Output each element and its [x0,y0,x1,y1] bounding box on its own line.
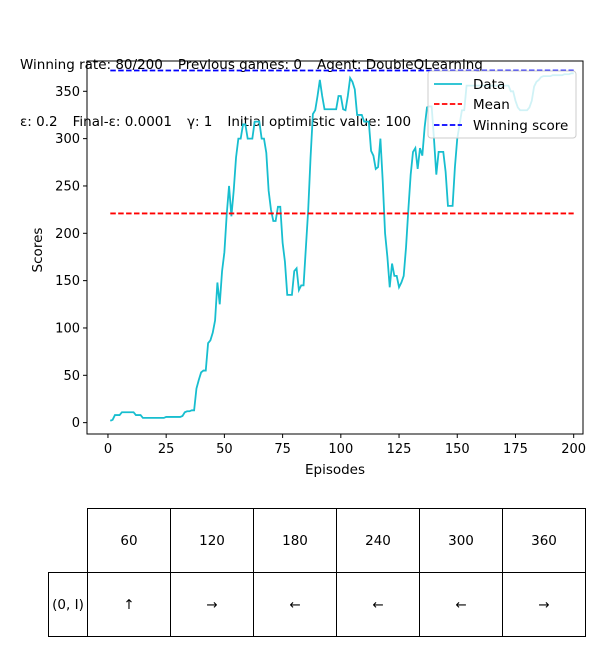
action-cell: → [502,572,586,637]
policy-header-row: 60 120 180 240 300 360 [49,508,586,573]
y-axis-ticks: 0 50 100 150 200 250 300 350 [55,85,87,431]
x-tick-label: 150 [445,442,470,457]
action-cell: → [170,572,254,637]
y-tick-label: 150 [55,274,80,289]
table-row: (0, I) ↑ → ← ← ← → [48,572,586,637]
column-header: 240 [336,508,420,573]
legend-winning-label: Winning score [473,118,568,134]
y-axis-label: Scores [30,228,46,273]
y-tick-label: 50 [63,369,80,384]
x-tick-label: 0 [104,442,112,457]
x-tick-label: 25 [158,442,175,457]
y-tick-label: 200 [55,227,80,242]
column-header: 60 [87,508,171,573]
final-epsilon-value: Final-ε: 0.0001 [72,114,172,130]
x-tick-label: 175 [503,442,528,457]
run-info-line-2: ε: 0.2 Final-ε: 0.0001 γ: 1 Initial optimis… [20,113,498,132]
action-cell: ↑ [87,572,171,637]
table-corner [49,509,88,573]
legend-data-label: Data [473,77,505,93]
x-axis-label: Episodes [305,462,365,478]
y-tick-label: 300 [55,132,80,147]
action-cell: ← [336,572,420,637]
column-header: 300 [419,508,503,573]
column-header: 180 [253,508,337,573]
legend: Data Mean Winning score [427,70,577,139]
action-cell: ← [419,572,503,637]
x-axis-ticks: 0 25 50 75 100 125 150 175 200 [104,434,586,457]
row-header: (0, I) [48,572,88,637]
x-tick-label: 50 [216,442,233,457]
legend-box [427,70,577,139]
column-header: 360 [502,508,586,573]
x-tick-label: 125 [387,442,412,457]
x-tick-label: 75 [274,442,291,457]
policy-table: 60 120 180 240 300 360 (0, I) ↑ → ← ← ← … [48,508,586,637]
y-tick-label: 350 [55,85,80,100]
plot-frame [86,60,584,435]
gamma-value: γ: 1 [186,114,213,130]
x-tick-label: 200 [561,442,586,457]
legend-mean-label: Mean [473,97,510,113]
optimistic-value: Initial optimistic value: 100 [227,114,412,130]
y-tick-label: 100 [55,321,80,336]
epsilon-value: ε: 0.2 [20,114,58,130]
column-header: 120 [170,508,254,573]
score-chart: 0 25 50 75 100 125 150 175 200 0 50 100 150 200 250 30… [30,60,586,478]
action-cell: ← [253,572,337,637]
x-tick-label: 100 [328,442,353,457]
y-tick-label: 0 [72,416,80,431]
y-tick-label: 250 [55,179,80,194]
